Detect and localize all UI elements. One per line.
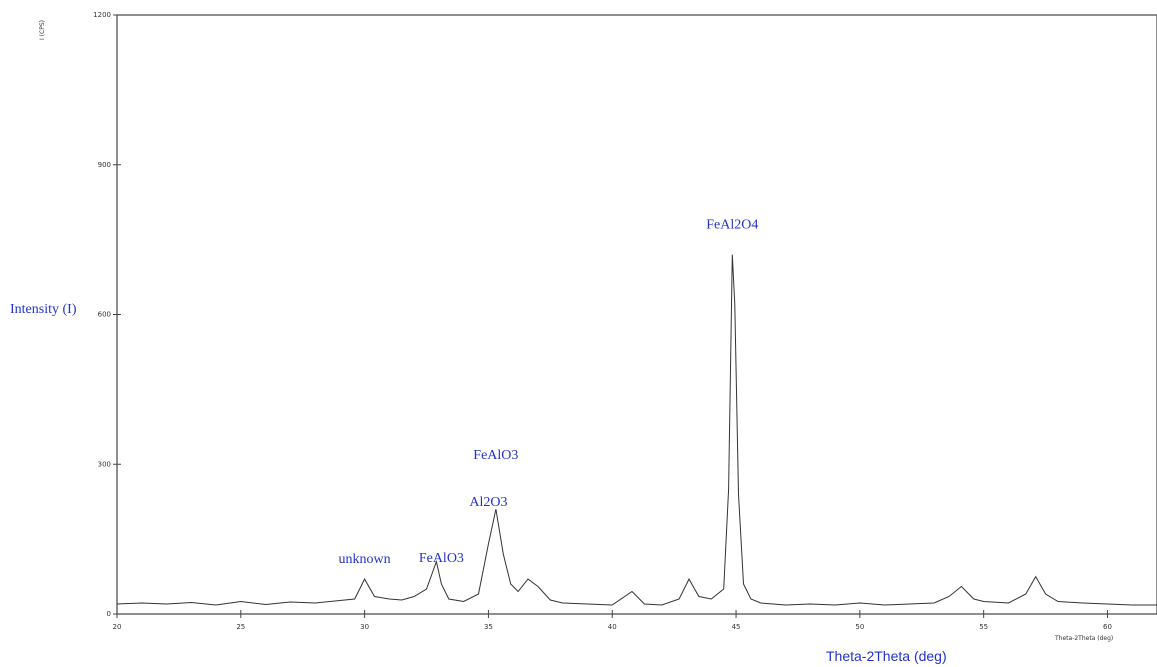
y-axis-title: Intensity (I) (10, 302, 77, 317)
y-axis-small-label: I (CPS) (39, 20, 46, 40)
peak-label: Al2O3 (469, 495, 507, 510)
y-tick-label: 600 (98, 311, 111, 319)
x-tick-label: 30 (360, 623, 369, 631)
peak-label: unknown (339, 552, 391, 567)
x-tick-label: 60 (1103, 623, 1112, 631)
x-tick-label: 45 (732, 623, 741, 631)
x-axis-title: Theta-2Theta (deg) (826, 648, 947, 664)
x-axis-ticks: 20 25 30 35 40 45 50 55 60 (113, 610, 1112, 631)
x-axis-small-label: Theta-2Theta (deg) (1054, 635, 1113, 642)
plot-area (116, 14, 1157, 615)
x-tick-label: 50 (855, 623, 864, 631)
y-tick-label: 0 (107, 610, 111, 618)
series-line (116, 254, 1157, 606)
y-tick-label: 1200 (93, 11, 111, 19)
y-tick-label: 300 (98, 460, 111, 468)
x-tick-label: 40 (608, 623, 617, 631)
peak-annotations: unknown FeAlO3 Al2O3 FeAlO3 FeAl2O4 (339, 218, 759, 567)
peak-label: FeAlO3 (473, 448, 518, 463)
y-tick-label: 900 (98, 161, 111, 169)
x-tick-label: 20 (113, 623, 122, 631)
peak-label: FeAl2O4 (706, 218, 758, 233)
peak-label: FeAlO3 (419, 551, 464, 566)
y-axis-ticks: 0 300 600 900 1200 (93, 11, 121, 618)
x-tick-label: 55 (979, 623, 988, 631)
x-tick-label: 35 (484, 623, 493, 631)
x-tick-label: 25 (236, 623, 245, 631)
